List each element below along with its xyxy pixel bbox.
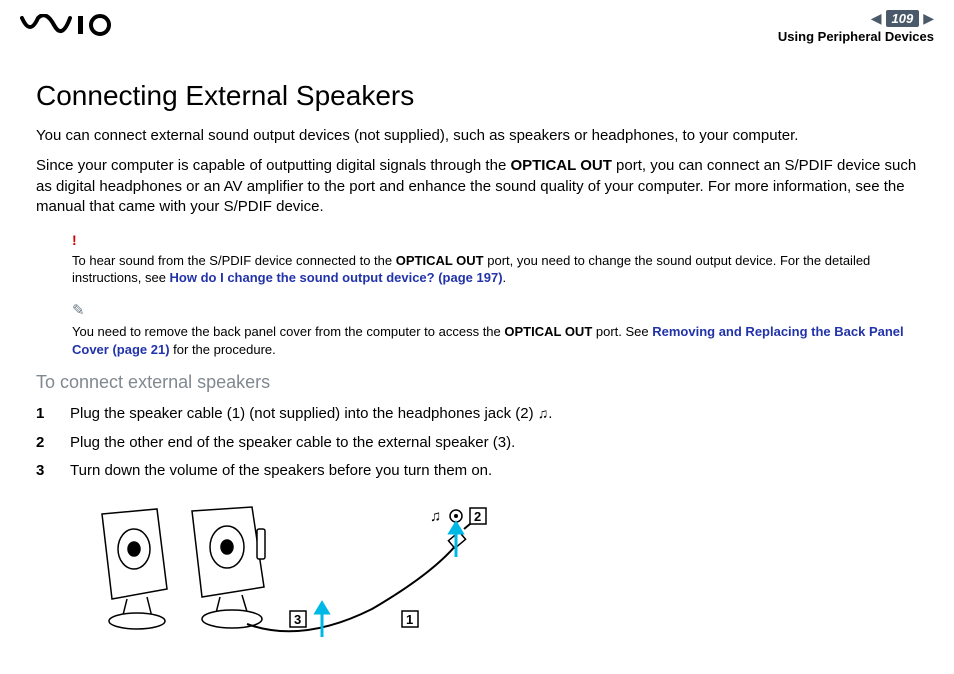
info-text-c: for the procedure. xyxy=(170,342,276,357)
note-icon: ✎ xyxy=(72,301,918,321)
step-1-text-a: Plug the speaker cable (1) (not supplied… xyxy=(70,405,538,422)
intro-paragraph-1: You can connect external sound output de… xyxy=(36,126,918,146)
p2-optical-out: OPTICAL OUT xyxy=(510,157,611,174)
warn-text-a: To hear sound from the S/PDIF device con… xyxy=(72,253,396,268)
info-optical-out: OPTICAL OUT xyxy=(504,324,592,339)
vaio-logo xyxy=(20,14,130,41)
svg-text:♫: ♫ xyxy=(430,508,441,525)
p2-text-a: Since your computer is capable of output… xyxy=(36,157,510,174)
page-header: ◀ 109 ▶ Using Peripheral Devices xyxy=(0,0,954,50)
step-2: Plug the other end of the speaker cable … xyxy=(36,432,918,455)
step-3: Turn down the volume of the speakers bef… xyxy=(36,460,918,483)
headphones-icon: ♫ xyxy=(538,405,549,421)
warning-icon: ! xyxy=(72,231,918,250)
section-label: Using Peripheral Devices xyxy=(778,29,934,44)
warn-text-c: . xyxy=(503,270,507,285)
step-1-text-b: . xyxy=(548,405,552,422)
intro-paragraph-2: Since your computer is capable of output… xyxy=(36,156,918,217)
warn-link[interactable]: How do I change the sound output device?… xyxy=(170,270,503,285)
warn-optical-out: OPTICAL OUT xyxy=(396,253,484,268)
speaker-diagram: ♫ 2 1 3 xyxy=(72,499,492,649)
diagram-label-2: 2 xyxy=(474,509,481,524)
prev-page-arrow-icon[interactable]: ◀ xyxy=(871,10,882,27)
steps-list: Plug the speaker cable (1) (not supplied… xyxy=(36,403,918,483)
page-content: Connecting External Speakers You can con… xyxy=(0,50,954,649)
info-text-b: port. See xyxy=(592,324,652,339)
diagram-label-1: 1 xyxy=(406,612,413,627)
warning-note: ! To hear sound from the S/PDIF device c… xyxy=(72,231,918,287)
page-title: Connecting External Speakers xyxy=(36,80,918,112)
header-nav: ◀ 109 ▶ Using Peripheral Devices xyxy=(778,10,934,44)
diagram-label-3: 3 xyxy=(294,612,301,627)
procedure-heading: To connect external speakers xyxy=(36,372,918,393)
next-page-arrow-icon[interactable]: ▶ xyxy=(923,10,934,27)
info-text-a: You need to remove the back panel cover … xyxy=(72,324,504,339)
page-number-badge: 109 xyxy=(886,10,920,27)
step-1: Plug the speaker cable (1) (not supplied… xyxy=(36,403,918,426)
info-note: ✎ You need to remove the back panel cove… xyxy=(72,301,918,358)
